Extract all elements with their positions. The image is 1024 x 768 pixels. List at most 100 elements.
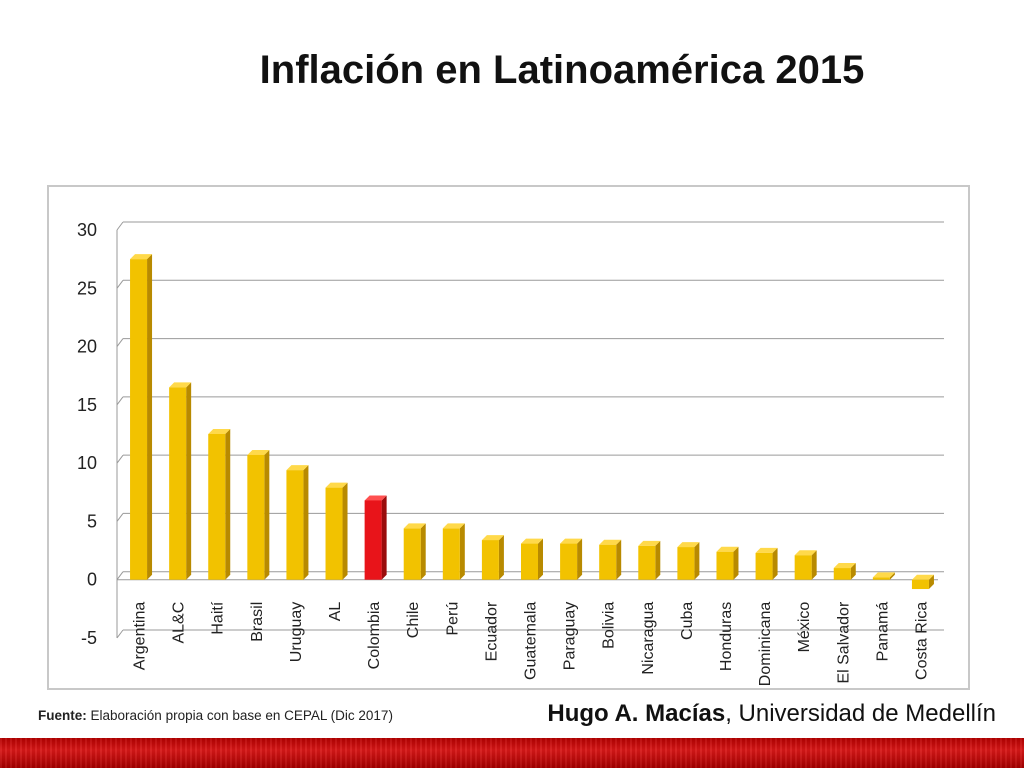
source-label: Fuente: [38, 708, 87, 723]
bar-chart: -5 0 5 10 15 20 25 30 Argentina AL&C Haití Brasil Ur… [77, 220, 944, 686]
y-tick-label: 30 [77, 220, 97, 240]
grid-line-diagonal [116, 221, 124, 231]
bar [286, 470, 304, 580]
bar-top [833, 563, 856, 569]
bar-side [577, 538, 583, 580]
grid-line-diagonal [116, 338, 124, 347]
grid-line-diagonal [116, 279, 124, 289]
bar-top [599, 539, 622, 545]
bar-side [655, 540, 661, 580]
y-tick-label: 15 [77, 395, 97, 415]
x-tick-label: Colombia [366, 602, 383, 670]
x-tick-label: Perú [444, 602, 461, 636]
x-tick-label: Chile [405, 602, 422, 639]
bar [208, 434, 226, 580]
grid-line-diagonal [116, 513, 124, 522]
bar [403, 528, 421, 580]
bar [911, 579, 929, 590]
bar-top [755, 547, 778, 553]
x-tick-label: Uruguay [288, 602, 305, 662]
bar-side [186, 382, 192, 580]
x-tick-label: Ecuador [483, 601, 500, 661]
author-credit: Hugo A. Macías, Universidad de Medellín [547, 700, 996, 728]
bar [677, 547, 695, 580]
x-tick-label: AL&C [171, 602, 188, 644]
y-tick-label: 20 [77, 337, 97, 357]
source-text: Elaboración propia con base en CEPAL (Di… [90, 708, 393, 723]
y-tick-label: 0 [87, 570, 97, 590]
grid-line-diagonal [116, 571, 124, 581]
bar-side [303, 465, 309, 580]
bar-side [264, 449, 270, 580]
bar-top [911, 574, 934, 580]
bar [833, 568, 851, 580]
bar-side [694, 542, 700, 580]
x-tick-label: AL [327, 602, 344, 622]
bar [560, 543, 578, 580]
bar-top [481, 535, 504, 541]
bar-side [733, 546, 739, 580]
bar [521, 543, 538, 580]
grid-line-diagonal [116, 396, 124, 406]
bar-side [420, 523, 426, 580]
bar-side [850, 563, 856, 580]
x-tick-label: México [796, 602, 813, 653]
bar-side [225, 429, 231, 580]
y-tick-label: -5 [81, 628, 97, 648]
bar [169, 387, 187, 580]
grid-line-diagonal [116, 454, 124, 464]
y-tick-label: 10 [77, 453, 97, 473]
bar-side [498, 535, 504, 580]
x-tick-label: Haití [210, 601, 227, 634]
bar-side [538, 538, 543, 580]
bar-side [616, 539, 622, 580]
x-tick-label: Cuba [679, 602, 696, 640]
bar-top [130, 254, 153, 260]
bar [638, 545, 656, 580]
x-tick-label: Brasil [249, 602, 266, 642]
bar-top [521, 538, 543, 544]
bar-side [889, 572, 895, 580]
bar [716, 551, 734, 580]
bar-top [208, 429, 231, 434]
bar-top [403, 523, 426, 529]
bar [247, 454, 265, 580]
bar [325, 487, 343, 580]
bar [755, 552, 773, 580]
x-tick-label: Nicaragua [640, 602, 657, 675]
bar-side [928, 574, 934, 590]
bar-side [342, 482, 348, 580]
bar [481, 540, 499, 580]
bar-top [325, 482, 348, 488]
source-note: Fuente: Elaboración propia con base en C… [38, 708, 393, 723]
bar [794, 555, 812, 580]
x-tick-label: Costa Rica [913, 602, 930, 680]
x-tick-label: Guatemala [523, 602, 540, 680]
bar-top [247, 449, 270, 455]
bar [130, 259, 148, 580]
bar [872, 577, 890, 580]
bar [364, 500, 382, 580]
bar-side [772, 547, 778, 580]
brand-footer-bar [0, 738, 1024, 768]
y-tick-label: 5 [87, 511, 97, 531]
bar-top [794, 550, 817, 556]
slide-title: Inflación en Latinoamérica 2015 [259, 48, 865, 92]
bar-top [677, 542, 700, 548]
author-affiliation: , Universidad de Medellín [725, 700, 996, 727]
bar-top [364, 495, 387, 501]
author-name: Hugo A. Macías [547, 700, 726, 727]
bar [599, 544, 617, 580]
y-tick-label: 25 [77, 278, 97, 298]
x-tick-label: El Salvador [835, 601, 852, 683]
bar [442, 528, 460, 580]
bar-side [459, 523, 465, 580]
bar-top [286, 465, 309, 471]
x-tick-label: Paraguay [562, 602, 579, 671]
bar-top [872, 572, 895, 578]
bar-side [811, 550, 817, 580]
bar-side [381, 495, 387, 580]
chart-frame: -5 0 5 10 15 20 25 30 Argentina AL&C Haití Brasil Ur… [47, 185, 970, 690]
bar-top [716, 546, 739, 552]
bar-top [442, 523, 465, 529]
